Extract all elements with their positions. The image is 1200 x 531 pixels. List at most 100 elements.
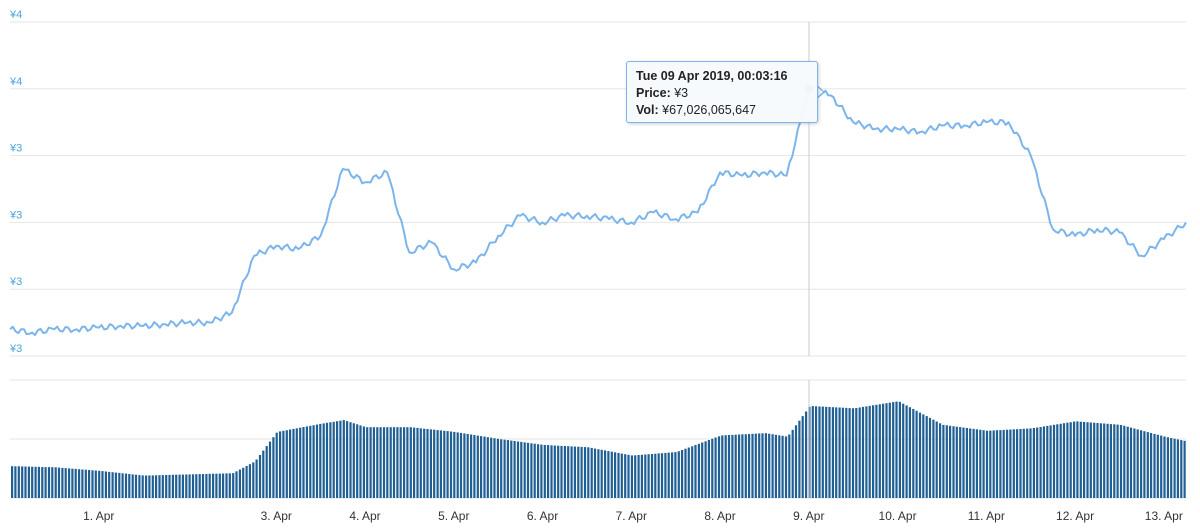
- volume-bar: [764, 433, 767, 498]
- volume-bar: [620, 453, 623, 498]
- volume-bar: [828, 407, 831, 498]
- volume-bar: [684, 448, 687, 498]
- volume-bar: [64, 468, 67, 498]
- volume-bar: [232, 473, 235, 498]
- volume-bar: [928, 417, 932, 498]
- volume-bar: [513, 441, 516, 498]
- volume-bar: [805, 411, 808, 498]
- volume-bar: [14, 466, 17, 498]
- volume-bar: [922, 414, 925, 498]
- volume-bar: [557, 445, 560, 498]
- volume-bar: [640, 454, 643, 498]
- volume-bar: [342, 420, 345, 498]
- volume-bar: [751, 433, 754, 498]
- volume-bar: [399, 427, 402, 498]
- volume-bar: [898, 401, 901, 498]
- volume-bar: [888, 402, 891, 498]
- volume-bar: [423, 428, 426, 498]
- volume-bar: [567, 446, 570, 498]
- volume-bar: [1059, 423, 1062, 498]
- y-tick-label: ¥4: [9, 9, 22, 21]
- volume-bar: [329, 422, 332, 498]
- volume-bar: [305, 426, 308, 498]
- volume-bar: [583, 447, 587, 498]
- volume-bar: [1106, 423, 1109, 498]
- tooltip: Tue 09 Apr 2019, 00:03:16 Price: ¥3 Vol:…: [626, 61, 818, 123]
- volume-bar: [496, 438, 499, 498]
- volume-bar: [771, 434, 774, 498]
- volume-bar: [1012, 429, 1015, 498]
- volume-bar: [788, 434, 791, 498]
- volume-bar: [1123, 425, 1126, 498]
- volume-bar: [547, 445, 550, 498]
- volume-bar: [617, 452, 620, 498]
- volume-bar: [222, 473, 225, 498]
- volume-bar: [439, 430, 442, 498]
- volume-bar: [573, 446, 576, 498]
- volume-bar: [480, 436, 483, 498]
- volume-bar: [325, 422, 329, 498]
- volume-bar: [1079, 421, 1082, 498]
- volume-bar: [54, 467, 57, 498]
- volume-bar: [593, 448, 597, 498]
- volume-bar: [537, 444, 540, 498]
- volume-bar: [74, 468, 77, 498]
- y-tick-label: ¥4: [9, 76, 22, 88]
- volume-bar: [738, 434, 741, 498]
- volume-bar: [258, 455, 262, 498]
- volume-bar: [128, 474, 131, 498]
- volume-bar: [1116, 424, 1119, 498]
- volume-bar: [654, 453, 657, 498]
- volume-bar: [1133, 428, 1136, 498]
- volume-bar: [704, 441, 707, 498]
- volume-bar: [694, 445, 697, 498]
- y-axis-labels: ¥4 ¥4 ¥3 ¥3 ¥3 ¥3: [9, 9, 22, 355]
- volume-bar: [506, 440, 509, 498]
- volume-bar: [878, 404, 881, 498]
- volume-bar: [413, 427, 416, 498]
- volume-bar: [1113, 424, 1116, 498]
- volume-bar: [895, 401, 898, 498]
- volume-bar: [456, 432, 459, 498]
- volume-bar: [349, 422, 352, 498]
- volume-bar: [818, 406, 821, 498]
- volume-bar: [188, 474, 191, 498]
- volume-bar: [717, 436, 721, 498]
- volume-bar: [969, 428, 972, 498]
- volume-bar: [299, 427, 302, 498]
- volume-bar: [1009, 429, 1012, 498]
- volume-bar: [1056, 424, 1059, 498]
- volume-bar: [1089, 422, 1092, 498]
- volume-bar: [841, 407, 844, 498]
- volume-bar: [121, 473, 124, 498]
- volume-bar: [644, 454, 647, 498]
- volume-bar: [449, 431, 453, 498]
- volume-bar: [908, 407, 911, 498]
- volume-bar: [476, 435, 479, 498]
- volume-bar: [707, 440, 710, 498]
- volume-bar: [131, 474, 134, 498]
- tooltip-price-row: Price: ¥3: [636, 85, 808, 102]
- volume-bar: [634, 455, 637, 498]
- volume-bar: [1143, 431, 1146, 498]
- volume-bar: [781, 435, 784, 498]
- volume-bar: [671, 452, 674, 498]
- volume-bar: [332, 421, 335, 498]
- volume-bar: [784, 436, 788, 498]
- volume-bar: [992, 430, 995, 498]
- volume-bar: [711, 438, 714, 498]
- volume-bar: [1156, 434, 1159, 498]
- tooltip-price-label: Price:: [636, 86, 671, 100]
- volume-bar: [245, 466, 248, 498]
- volume-bar: [493, 438, 496, 498]
- volume-bar: [292, 428, 295, 498]
- volume-bar: [768, 433, 771, 498]
- volume-bar: [376, 427, 379, 498]
- volume-bar: [660, 453, 664, 498]
- volume-bar: [848, 408, 851, 498]
- volume-bar: [81, 469, 84, 498]
- volume-bar: [1183, 440, 1186, 498]
- volume-bar: [1153, 433, 1156, 498]
- y-tick-label: ¥3: [9, 276, 22, 288]
